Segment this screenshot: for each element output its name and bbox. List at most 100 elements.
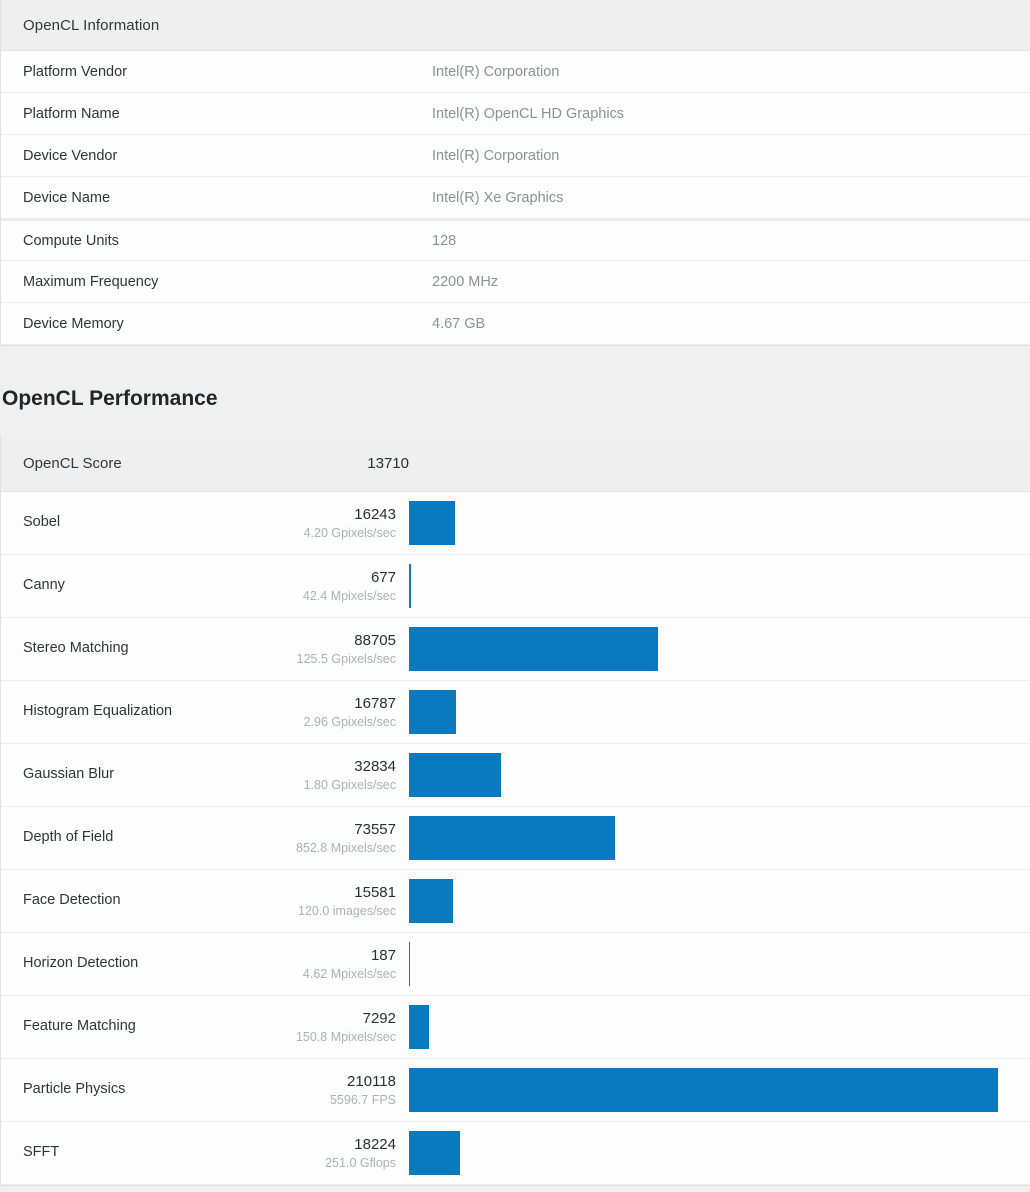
benchmark-row: Canny 677 42.4 Mpixels/sec xyxy=(1,555,1030,618)
benchmark-figures: 16243 4.20 Gpixels/sec xyxy=(279,505,409,542)
benchmark-bar xyxy=(409,942,410,986)
benchmark-row: Gaussian Blur 32834 1.80 Gpixels/sec xyxy=(1,744,1030,807)
info-row-value: Intel(R) Xe Graphics xyxy=(432,189,564,206)
benchmark-rate: 4.20 Gpixels/sec xyxy=(303,525,396,540)
benchmark-figures: 32834 1.80 Gpixels/sec xyxy=(279,757,409,794)
benchmark-score: 16787 xyxy=(354,694,396,712)
benchmark-figures: 210118 5596.7 FPS xyxy=(279,1072,409,1109)
benchmark-row: Stereo Matching 88705 125.5 Gpixels/sec xyxy=(1,618,1030,681)
info-row: Compute Units 128 xyxy=(1,219,1030,261)
opencl-score-row: OpenCL Score 13710 xyxy=(1,435,1030,492)
benchmark-rate: 251.0 Gflops xyxy=(325,1155,396,1170)
info-row-value: 4.67 GB xyxy=(432,315,486,332)
info-row-key: Device Vendor xyxy=(23,147,118,164)
benchmark-bar xyxy=(409,753,502,797)
benchmark-figures: 18224 251.0 Gflops xyxy=(279,1135,409,1172)
section-spacer xyxy=(0,346,1030,363)
benchmark-bar-track xyxy=(409,1068,1030,1112)
benchmark-bar xyxy=(409,564,411,608)
opencl-information-title: OpenCL Information xyxy=(23,16,160,34)
benchmark-bar-track xyxy=(409,501,1030,545)
benchmark-row: Depth of Field 73557 852.8 Mpixels/sec xyxy=(1,807,1030,870)
info-row: Platform Name Intel(R) OpenCL HD Graphics xyxy=(1,93,1030,135)
benchmark-bar-track xyxy=(409,1005,1030,1049)
info-row-value: 2200 MHz xyxy=(432,273,499,290)
benchmark-bar xyxy=(409,690,457,734)
info-row: Device Name Intel(R) Xe Graphics xyxy=(1,177,1030,219)
info-row: Device Memory 4.67 GB xyxy=(1,303,1030,345)
benchmark-figures: 88705 125.5 Gpixels/sec xyxy=(279,631,409,668)
benchmark-rate: 42.4 Mpixels/sec xyxy=(302,588,396,603)
info-row-key: Platform Name xyxy=(23,105,120,122)
benchmark-bar xyxy=(409,879,453,923)
benchmark-rate: 852.8 Mpixels/sec xyxy=(295,840,396,855)
benchmark-bar xyxy=(409,1068,998,1112)
benchmark-name: Stereo Matching xyxy=(23,640,129,657)
benchmark-bar-track xyxy=(409,753,1030,797)
info-row: Maximum Frequency 2200 MHz xyxy=(1,261,1030,303)
benchmark-figures: 15581 120.0 images/sec xyxy=(279,883,409,920)
benchmark-bar xyxy=(409,816,616,860)
benchmark-name: Feature Matching xyxy=(23,1018,136,1035)
benchmark-row: Horizon Detection 187 4.62 Mpixels/sec xyxy=(1,933,1030,996)
benchmark-row: Feature Matching 7292 150.8 Mpixels/sec xyxy=(1,996,1030,1059)
benchmark-bar-track xyxy=(409,879,1030,923)
benchmark-name: Particle Physics xyxy=(23,1081,126,1098)
benchmark-rate: 125.5 Gpixels/sec xyxy=(296,651,396,666)
benchmark-rate: 120.0 images/sec xyxy=(298,903,396,918)
benchmark-name: Horizon Detection xyxy=(23,955,139,972)
benchmark-score: 32834 xyxy=(354,757,396,775)
info-row-key: Platform Vendor xyxy=(23,63,127,80)
benchmark-name: Canny xyxy=(23,577,65,594)
benchmark-row: Face Detection 15581 120.0 images/sec xyxy=(1,870,1030,933)
benchmark-rate: 1.80 Gpixels/sec xyxy=(303,777,396,792)
benchmark-score: 18224 xyxy=(354,1135,396,1153)
benchmark-score: 7292 xyxy=(362,1009,396,1027)
benchmark-name: Histogram Equalization xyxy=(23,703,173,720)
benchmark-score: 15581 xyxy=(354,883,396,901)
benchmark-rate: 150.8 Mpixels/sec xyxy=(295,1029,396,1044)
benchmark-bar-track xyxy=(409,942,1030,986)
benchmark-name: SFFT xyxy=(23,1144,60,1161)
benchmark-figures: 677 42.4 Mpixels/sec xyxy=(279,568,409,605)
benchmark-bar xyxy=(409,1005,430,1049)
benchmark-bar-track xyxy=(409,1131,1030,1175)
benchmark-bar-track xyxy=(409,564,1030,608)
benchmark-rate: 4.62 Mpixels/sec xyxy=(302,966,396,981)
benchmark-score: 88705 xyxy=(354,631,396,649)
benchmark-figures: 7292 150.8 Mpixels/sec xyxy=(279,1009,409,1046)
info-row-value: Intel(R) Corporation xyxy=(432,63,560,80)
benchmark-row: SFFT 18224 251.0 Gflops xyxy=(1,1122,1030,1185)
benchmark-bar xyxy=(409,627,658,671)
benchmark-rows: Sobel 16243 4.20 Gpixels/sec Canny 677 42.4 M… xyxy=(1,492,1030,1185)
opencl-performance-title: OpenCL Performance xyxy=(0,363,1030,435)
benchmark-name: Depth of Field xyxy=(23,829,114,846)
benchmark-figures: 73557 852.8 Mpixels/sec xyxy=(279,820,409,857)
info-row-value: Intel(R) Corporation xyxy=(432,147,560,164)
benchmark-bar-track xyxy=(409,627,1030,671)
benchmark-row: Histogram Equalization 16787 2.96 Gpixels/… xyxy=(1,681,1030,744)
benchmark-bar-track xyxy=(409,690,1030,734)
benchmark-score: 16243 xyxy=(354,505,396,523)
opencl-score-label: OpenCL Score xyxy=(23,454,122,472)
info-row-key: Maximum Frequency xyxy=(23,273,159,290)
benchmark-score: 677 xyxy=(370,568,396,586)
info-row: Platform Vendor Intel(R) Corporation xyxy=(1,51,1030,93)
benchmark-name: Sobel xyxy=(23,514,61,531)
benchmark-row: Particle Physics 210118 5596.7 FPS xyxy=(1,1059,1030,1122)
info-row-key: Device Name xyxy=(23,189,111,206)
benchmark-bar xyxy=(409,1131,461,1175)
opencl-score-value: 13710 xyxy=(367,454,409,472)
benchmark-rate: 2.96 Gpixels/sec xyxy=(303,714,396,729)
benchmark-bar-track xyxy=(409,816,1030,860)
info-row-key: Compute Units xyxy=(23,232,119,249)
benchmark-score: 210118 xyxy=(347,1072,396,1090)
info-row-value: Intel(R) OpenCL HD Graphics xyxy=(432,105,625,122)
info-row: Device Vendor Intel(R) Corporation xyxy=(1,135,1030,177)
benchmark-figures: 16787 2.96 Gpixels/sec xyxy=(279,694,409,731)
benchmark-rate: 5596.7 FPS xyxy=(329,1092,396,1107)
opencl-information-rows: Platform Vendor Intel(R) Corporation Platf… xyxy=(1,51,1030,345)
opencl-information-header: OpenCL Information xyxy=(1,0,1030,51)
benchmark-row: Sobel 16243 4.20 Gpixels/sec xyxy=(1,492,1030,555)
